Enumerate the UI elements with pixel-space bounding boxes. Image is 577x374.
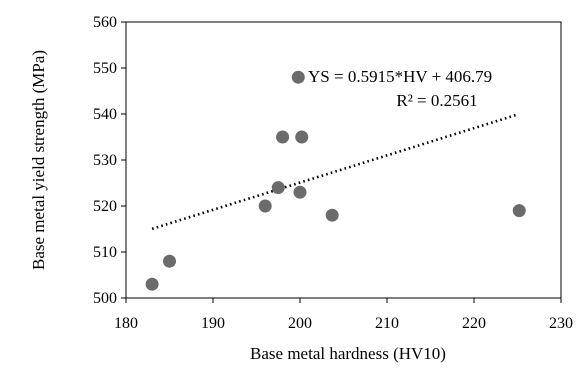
data-point <box>295 130 309 144</box>
trendline <box>151 113 518 231</box>
data-point <box>291 70 305 84</box>
y-tick-label: 510 <box>93 244 117 261</box>
y-tick-label: 550 <box>93 60 117 77</box>
data-point <box>145 277 159 291</box>
plot-border <box>125 21 562 299</box>
y-tick-label: 520 <box>93 198 117 215</box>
x-tick-label: 180 <box>114 315 138 332</box>
data-point <box>325 208 339 222</box>
x-tick-label: 220 <box>462 315 486 332</box>
plot-area <box>125 21 562 299</box>
x-tick-label: 190 <box>201 315 225 332</box>
r-squared-label: R² = 0.2561 <box>396 91 477 110</box>
y-axis-title: Base metal yield strength (MPa) <box>29 50 48 270</box>
y-tick-label: 540 <box>93 106 117 123</box>
y-axis: 500 510 520 530 540 550 560 <box>93 14 126 307</box>
data-point <box>293 185 307 199</box>
x-axis: 180 190 200 210 220 230 <box>114 298 573 332</box>
data-point <box>163 254 176 268</box>
y-tick-label: 560 <box>93 14 117 31</box>
x-tick-label: 230 <box>549 315 573 332</box>
x-tick-label: 200 <box>288 315 312 332</box>
trendline-path <box>151 113 518 231</box>
y-tick-label: 500 <box>93 290 117 307</box>
equation-label: YS = 0.5915*HV + 406.79 <box>308 67 492 86</box>
y-tick-label: 530 <box>93 152 117 169</box>
data-point <box>512 204 526 218</box>
data-point <box>276 130 290 144</box>
data-point <box>271 181 285 195</box>
x-tick-label: 210 <box>375 315 399 332</box>
data-points <box>145 70 526 291</box>
x-axis-title: Base metal hardness (HV10) <box>250 344 446 363</box>
data-point <box>258 199 272 213</box>
